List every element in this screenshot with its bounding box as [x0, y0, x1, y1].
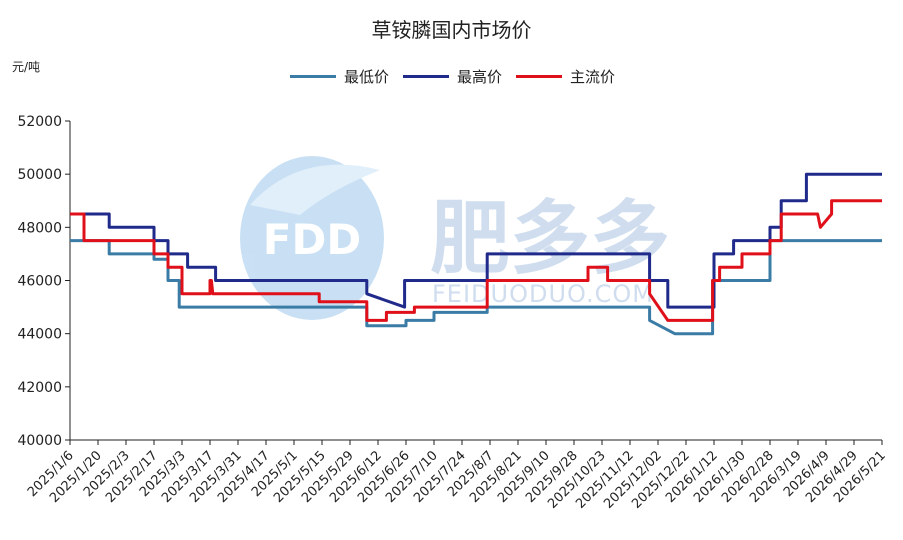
watermark-leaf-shape	[250, 164, 380, 215]
y-tick-label: 42000	[17, 380, 62, 396]
chart-title: 草铵膦国内市场价	[371, 18, 532, 42]
legend-item-main: 主流价	[516, 66, 615, 87]
legend-swatch-min	[290, 75, 336, 78]
legend-item-min: 最低价	[290, 66, 389, 87]
watermark: FDD 肥多多 FEIDUODUO.COM	[240, 156, 670, 320]
watermark-url-text: FEIDUODUO.COM	[432, 280, 654, 308]
legend-label-max: 最高价	[457, 68, 503, 86]
watermark-logo-text: FDD	[263, 215, 361, 264]
series-line-2	[70, 199, 882, 322]
legend-item-max: 最高价	[403, 66, 502, 87]
y-tick-label: 50000	[17, 167, 62, 183]
series-group	[70, 172, 882, 336]
legend-label-main: 主流价	[570, 68, 616, 86]
legend-swatch-main	[516, 75, 563, 78]
y-tick-label: 48000	[17, 220, 62, 236]
y-tick-label: 46000	[17, 274, 62, 290]
y-unit-label: 元/吨	[12, 60, 41, 74]
series-line-1	[70, 172, 882, 309]
y-tick-label: 52000	[17, 114, 62, 130]
y-tick-label: 44000	[17, 327, 62, 343]
series-line-0	[70, 239, 882, 336]
y-tick-label: 40000	[17, 433, 62, 449]
legend-label-min: 最低价	[344, 68, 390, 86]
legend-swatch-max	[403, 75, 450, 78]
legend: 最低价 最高价 主流价	[290, 66, 615, 87]
watermark-brand-text: 肥多多	[430, 192, 670, 285]
